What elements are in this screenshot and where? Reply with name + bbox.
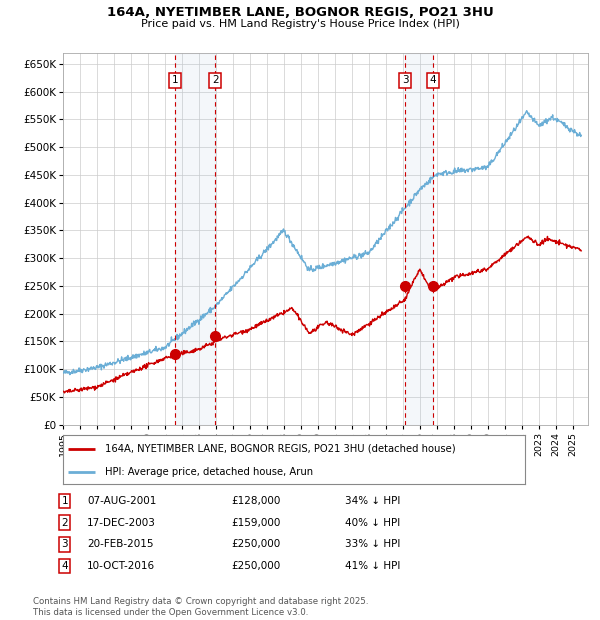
Text: £159,000: £159,000 bbox=[231, 518, 280, 528]
Text: £128,000: £128,000 bbox=[231, 496, 280, 506]
Text: 2: 2 bbox=[61, 518, 68, 528]
Text: 164A, NYETIMBER LANE, BOGNOR REGIS, PO21 3HU (detached house): 164A, NYETIMBER LANE, BOGNOR REGIS, PO21… bbox=[104, 444, 455, 454]
Text: 17-DEC-2003: 17-DEC-2003 bbox=[87, 518, 156, 528]
Text: 3: 3 bbox=[402, 76, 409, 86]
Text: Contains HM Land Registry data © Crown copyright and database right 2025.
This d: Contains HM Land Registry data © Crown c… bbox=[33, 598, 368, 617]
Text: 33% ↓ HPI: 33% ↓ HPI bbox=[345, 539, 400, 549]
Text: 1: 1 bbox=[172, 76, 178, 86]
Text: £250,000: £250,000 bbox=[231, 539, 280, 549]
Text: HPI: Average price, detached house, Arun: HPI: Average price, detached house, Arun bbox=[104, 466, 313, 477]
Text: £250,000: £250,000 bbox=[231, 561, 280, 571]
Text: 3: 3 bbox=[61, 539, 68, 549]
Text: 34% ↓ HPI: 34% ↓ HPI bbox=[345, 496, 400, 506]
Text: 4: 4 bbox=[430, 76, 436, 86]
Text: 40% ↓ HPI: 40% ↓ HPI bbox=[345, 518, 400, 528]
Text: 41% ↓ HPI: 41% ↓ HPI bbox=[345, 561, 400, 571]
Text: 10-OCT-2016: 10-OCT-2016 bbox=[87, 561, 155, 571]
Text: 2: 2 bbox=[212, 76, 218, 86]
Text: 07-AUG-2001: 07-AUG-2001 bbox=[87, 496, 157, 506]
Text: 1: 1 bbox=[61, 496, 68, 506]
Bar bbox=[175, 53, 215, 425]
Text: 4: 4 bbox=[61, 561, 68, 571]
Text: 164A, NYETIMBER LANE, BOGNOR REGIS, PO21 3HU: 164A, NYETIMBER LANE, BOGNOR REGIS, PO21… bbox=[107, 6, 493, 19]
Text: 20-FEB-2015: 20-FEB-2015 bbox=[87, 539, 154, 549]
Text: Price paid vs. HM Land Registry's House Price Index (HPI): Price paid vs. HM Land Registry's House … bbox=[140, 19, 460, 29]
Bar bbox=[405, 53, 433, 425]
